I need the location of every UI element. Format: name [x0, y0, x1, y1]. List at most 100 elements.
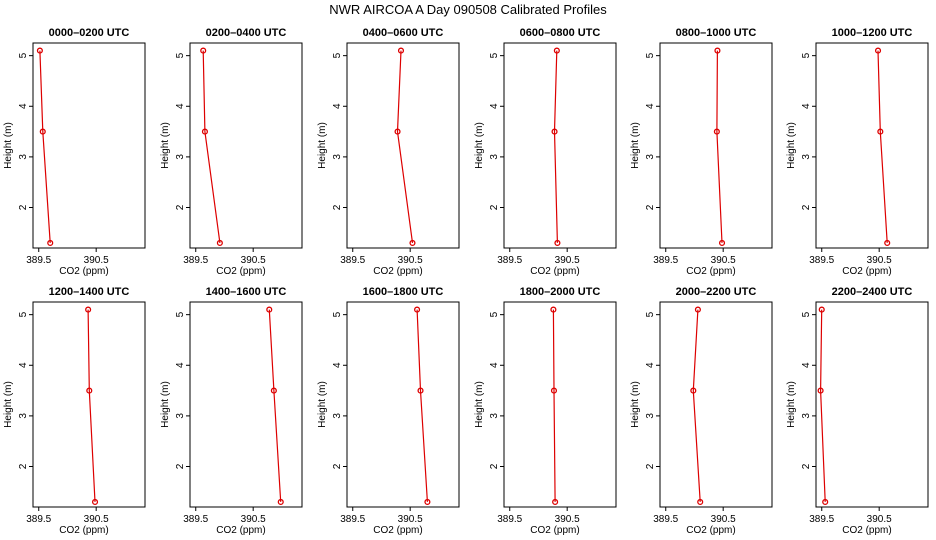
y-tick-label: 4 [175, 103, 186, 109]
plot-frame [189, 301, 303, 508]
y-tick-label: 4 [18, 362, 29, 368]
plot-frame [815, 42, 929, 249]
x-axis-label: CO2 (ppm) [530, 525, 579, 536]
y-tick-label: 2 [489, 463, 500, 469]
panel-title: 0200–0400 UTC [206, 27, 287, 39]
panel-title: 2000–2200 UTC [676, 286, 757, 298]
data-point [270, 387, 277, 394]
x-axis-label: CO2 (ppm) [686, 266, 735, 277]
profile-line [87, 309, 96, 502]
x-tick-label: 389.5 [497, 255, 522, 266]
data-point [409, 239, 416, 246]
x-tick-label: 389.5 [340, 514, 365, 525]
plot-frame [189, 42, 303, 249]
data-point [552, 498, 559, 505]
y-tick-label: 3 [645, 154, 656, 160]
x-tick-label: 389.5 [653, 255, 678, 266]
panel-1: 0000–0200 UTC 2 3 4 5 Height (m) 389.5 390.5CO2… [3, 27, 146, 277]
panel-title: 0400–0600 UTC [363, 27, 444, 39]
x-tick-label: 389.5 [497, 514, 522, 525]
x-axis-label: CO2 (ppm) [216, 266, 265, 277]
plot-frame [32, 301, 146, 508]
x-tick-label: 390.5 [241, 514, 266, 525]
panel-title: 0800–1000 UTC [676, 27, 757, 39]
x-tick-label: 389.5 [26, 255, 51, 266]
y-tick-label: 5 [18, 311, 29, 317]
data-point [394, 128, 401, 135]
data-point [201, 128, 208, 135]
data-point [551, 128, 558, 135]
profile-line [202, 50, 221, 243]
x-tick-label: 390.5 [867, 514, 892, 525]
profile-line [716, 50, 723, 243]
data-point [266, 306, 273, 313]
y-axis-label: Height (m) [317, 122, 328, 169]
x-axis-label: CO2 (ppm) [842, 525, 891, 536]
y-tick-label: 3 [801, 154, 812, 160]
profile-line [877, 50, 888, 243]
y-tick-label: 2 [801, 204, 812, 210]
y-axis-label: Height (m) [474, 381, 485, 428]
x-tick-label: 389.5 [653, 514, 678, 525]
data-point [713, 128, 720, 135]
y-axis-label: Height (m) [160, 122, 171, 169]
y-tick-label: 3 [175, 413, 186, 419]
y-tick-label: 2 [801, 463, 812, 469]
x-tick-label: 389.5 [809, 514, 834, 525]
profile-line [552, 309, 556, 502]
panel-11: 2000–2200 UTC 2 3 4 5 Height (m) 389.5 390.5CO2… [630, 286, 773, 536]
data-point [877, 128, 884, 135]
y-tick-label: 2 [332, 463, 343, 469]
x-tick-label: 390.5 [711, 255, 736, 266]
y-tick-label: 5 [18, 52, 29, 58]
x-axis-label: CO2 (ppm) [59, 525, 108, 536]
x-tick-label: 390.5 [398, 255, 423, 266]
data-point [36, 47, 43, 54]
data-point [553, 47, 560, 54]
profile-line [268, 309, 282, 502]
panel-12: 2200–2400 UTC 2 3 4 5 Height (m) 389.5 390.5CO2… [786, 286, 929, 536]
y-tick-label: 2 [18, 204, 29, 210]
y-tick-label: 2 [175, 463, 186, 469]
panel-title: 1200–1400 UTC [49, 286, 130, 298]
data-point [697, 498, 704, 505]
panel-title: 1800–2000 UTC [520, 286, 601, 298]
data-point [554, 239, 561, 246]
data-point [817, 387, 824, 394]
data-point [86, 387, 93, 394]
panel-title: 1000–1200 UTC [832, 27, 913, 39]
data-point [277, 498, 284, 505]
y-axis-label: Height (m) [474, 122, 485, 169]
profile-line [396, 50, 414, 243]
y-tick-label: 4 [18, 103, 29, 109]
panel-4: 0600–0800 UTC 2 3 4 5 Height (m) 389.5 390.5CO2… [474, 27, 617, 277]
panel-title: 2200–2400 UTC [832, 286, 913, 298]
panel-2: 0200–0400 UTC 2 3 4 5 Height (m) 389.5 390.5CO2… [160, 27, 303, 277]
y-tick-label: 5 [645, 52, 656, 58]
y-tick-label: 2 [489, 204, 500, 210]
plot-frame [346, 301, 460, 508]
data-point [718, 239, 726, 246]
panel-7: 1200–1400 UTC 2 3 4 5 Height (m) 389.5 390.5CO2… [3, 286, 146, 536]
y-axis-label: Height (m) [3, 122, 14, 169]
x-axis-label: CO2 (ppm) [373, 525, 422, 536]
y-axis-label: Height (m) [317, 381, 328, 428]
panel-6: 1000–1200 UTC 2 3 4 5 Height (m) 389.5 390.5CO2… [786, 27, 929, 277]
plot-frame [659, 301, 773, 508]
plot-frame [503, 42, 617, 249]
panel-title: 1400–1600 UTC [206, 286, 287, 298]
y-axis-label: Height (m) [786, 381, 797, 428]
plot-frame [346, 42, 460, 249]
profile-line [39, 50, 51, 243]
data-point [874, 47, 882, 54]
data-point [91, 498, 99, 505]
x-tick-label: 390.5 [711, 514, 736, 525]
y-axis-label: Height (m) [786, 122, 797, 169]
x-axis-label: CO2 (ppm) [530, 266, 579, 277]
y-tick-label: 5 [175, 52, 186, 58]
y-tick-label: 2 [332, 204, 343, 210]
y-tick-label: 5 [801, 311, 812, 317]
x-tick-label: 390.5 [84, 514, 109, 525]
y-tick-label: 2 [175, 204, 186, 210]
